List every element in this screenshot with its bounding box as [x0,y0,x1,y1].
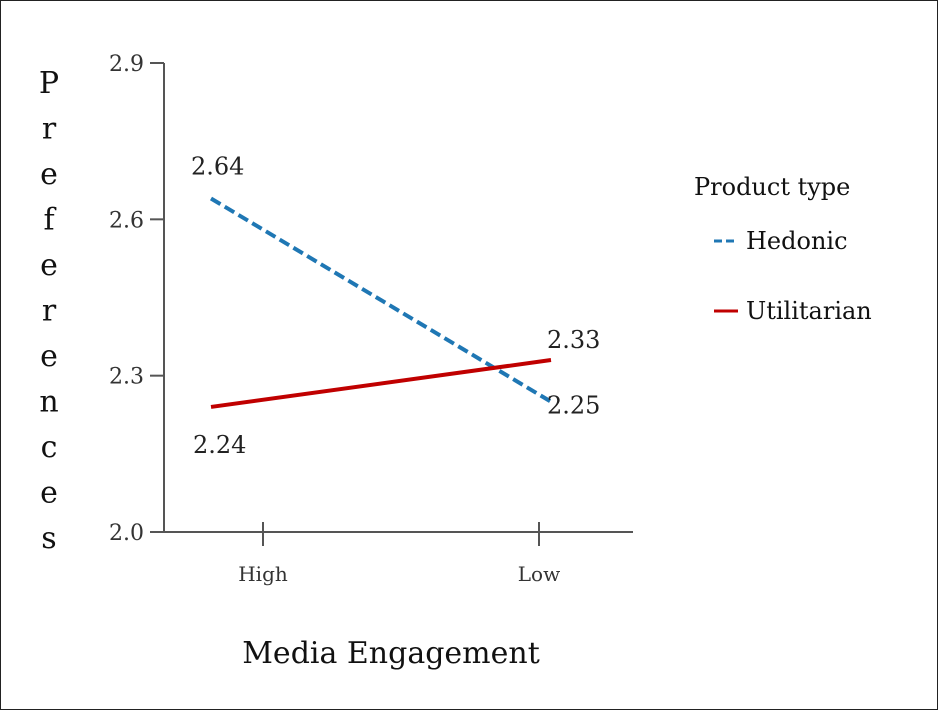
data-label-hedonic-high: 2.64 [191,152,244,180]
series-line-hedonic [209,196,553,404]
legend-title: Product type [694,173,850,201]
data-label-hedonic-low: 2.25 [547,392,600,420]
y-tick-label: 2.0 [109,521,144,546]
legend-label-utilitarian: Utilitarian [746,297,872,325]
x-axis: High Low [164,522,633,586]
y-axis: 2.0 2.3 2.6 2.9 [109,52,165,546]
data-label-utilitarian-high: 2.24 [193,431,246,459]
data-label-utilitarian-low: 2.33 [547,326,600,354]
y-tick-label: 2.3 [109,365,144,390]
x-tick-label: Low [518,562,560,586]
series-group [209,196,553,409]
x-axis-title: Media Engagement [242,636,540,671]
legend: Product type Hedonic Utilitarian [694,173,872,325]
series-line-utilitarian [210,358,552,409]
legend-label-hedonic: Hedonic [746,227,848,255]
y-tick-label: 2.9 [109,52,144,77]
x-tick-label: High [238,562,288,586]
data-labels: 2.64 2.25 2.24 2.33 [191,152,600,458]
y-tick-label: 2.6 [109,208,144,233]
